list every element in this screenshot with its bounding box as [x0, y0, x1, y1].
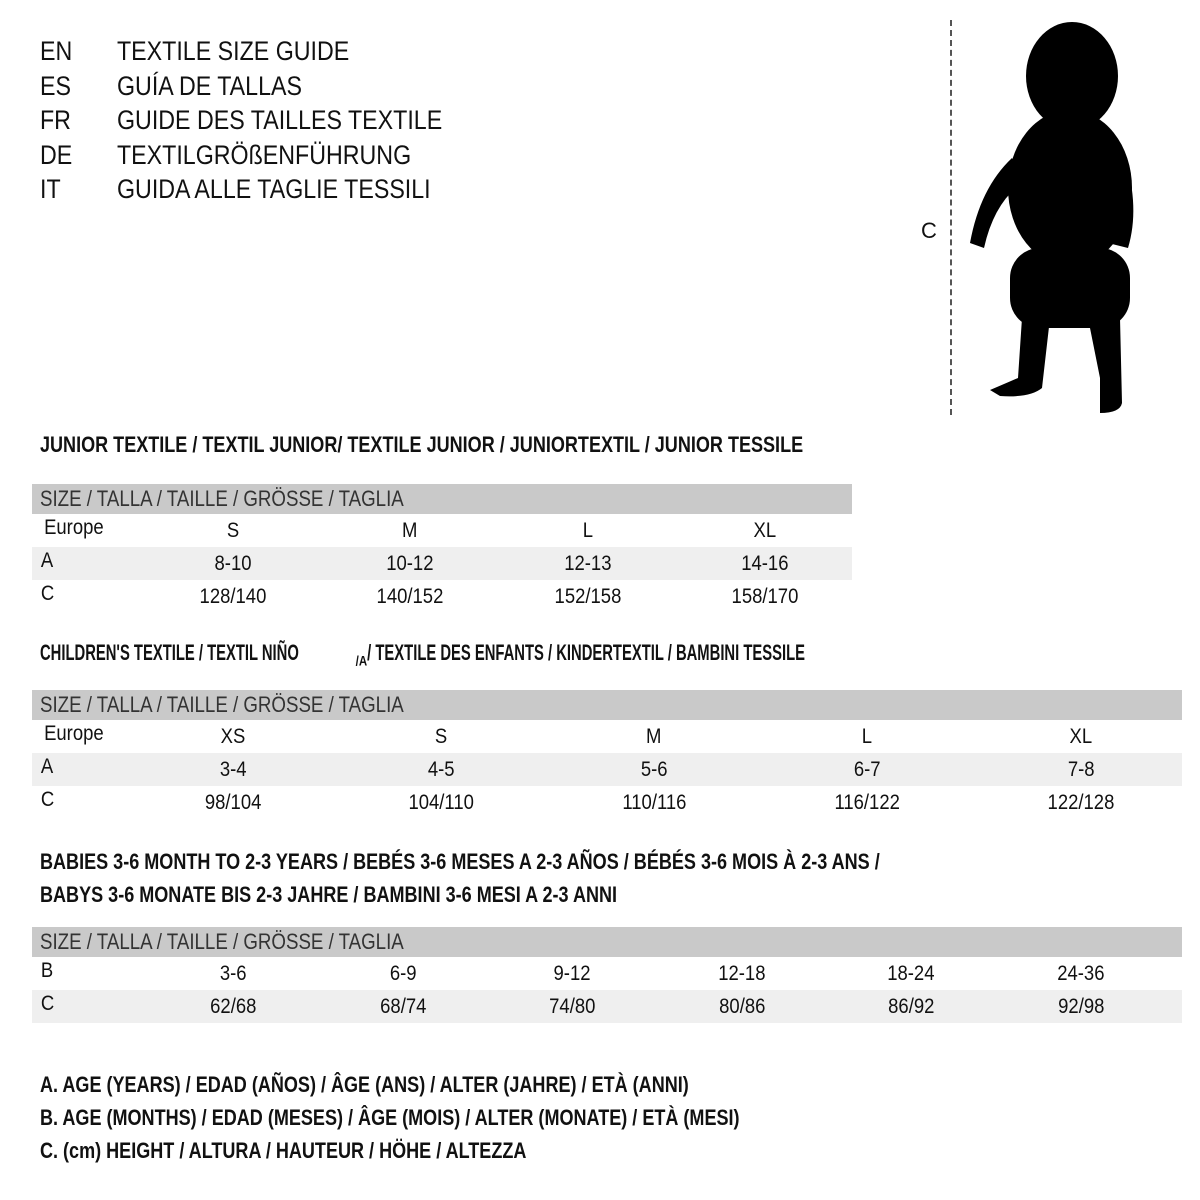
language-title: GUIDA ALLE TAGLIE TESSILI: [117, 174, 431, 204]
language-code: EN: [40, 36, 73, 66]
legend-item: B. AGE (MONTHS) / EDAD (MESES) / ÂGE (MO…: [40, 1105, 740, 1130]
table-cell: 110/116: [621, 791, 687, 814]
table-cell: M: [646, 725, 662, 748]
table-cell: 4-5: [427, 758, 455, 781]
table-cell: 92/98: [1057, 995, 1105, 1018]
language-code: DE: [40, 139, 73, 170]
table-row: Europe S M L XL: [32, 514, 852, 547]
table-cell: S: [434, 725, 448, 748]
table-cell: 7-8: [1067, 758, 1095, 781]
babies-size-table: SIZE / TALLA / TAILLE / GRÖSSE / TAGLIA B…: [32, 927, 1182, 1023]
junior-size-table: SIZE / TALLA / TAILLE / GRÖSSE / TAGLIA E…: [32, 484, 852, 613]
measure-dashed-line: [950, 20, 952, 415]
table-cell: 6-9: [389, 962, 417, 985]
table-cell: 128/140: [199, 585, 267, 608]
table-cell: 9-12: [553, 962, 591, 985]
language-code: IT: [40, 174, 61, 204]
row-label: C: [40, 992, 55, 1015]
table-cell: M: [402, 519, 418, 542]
table-cell: 122/128: [1047, 791, 1115, 814]
table-cell: XL: [753, 519, 777, 542]
table-cell: XL: [1069, 725, 1093, 748]
row-label: Europe: [44, 516, 104, 539]
table-cell: 140/152: [376, 585, 444, 608]
row-label: B: [40, 959, 54, 982]
table-cell: S: [226, 519, 240, 542]
table-cell: 116/122: [834, 791, 900, 814]
junior-title: JUNIOR TEXTILE / TEXTIL JUNIOR/ TEXTILE …: [40, 432, 804, 457]
table-cell: L: [861, 725, 873, 748]
table-cell: 6-7: [853, 758, 881, 781]
language-title: GUÍA DE TALLAS: [117, 70, 302, 101]
row-label: A: [40, 755, 54, 778]
child-silhouette-icon: [970, 22, 1134, 413]
table-header: SIZE / TALLA / TAILLE / GRÖSSE / TAGLIA: [32, 690, 1182, 720]
measure-label: C: [921, 218, 937, 243]
language-title: TEXTILE SIZE GUIDE: [117, 36, 350, 66]
table-row: A 8-10 10-12 12-13 14-16: [32, 547, 852, 580]
row-label: C: [40, 788, 55, 811]
language-title: TEXTILGRÖßENFÜHRUNG: [117, 139, 412, 170]
table-row: C 128/140 140/152 152/158 158/170: [32, 580, 852, 613]
table-cell: 5-6: [640, 758, 668, 781]
table-cell: 14-16: [741, 552, 789, 575]
table-cell: 12-13: [564, 552, 612, 575]
legend-item: A. AGE (YEARS) / EDAD (AÑOS) / ÂGE (ANS)…: [40, 1072, 689, 1097]
babies-title-line1: BABIES 3-6 MONTH TO 2-3 YEARS / BEBÉS 3-…: [40, 849, 880, 874]
children-title: CHILDREN'S TEXTILE / TEXTIL NIÑO/A / TEX…: [40, 640, 805, 669]
legend-item: C. (cm) HEIGHT / ALTURA / HAUTEUR / HÖHE…: [40, 1138, 527, 1163]
table-row: A 3-4 4-5 5-6 6-7 7-8: [32, 753, 1182, 786]
table-cell: 3-6: [219, 962, 247, 985]
table-row: Europe XS S M L XL: [32, 720, 1182, 753]
table-cell: 86/92: [887, 995, 935, 1018]
table-cell: L: [582, 519, 594, 542]
table-row: C 98/104 104/110 110/116 116/122 122/128: [32, 786, 1182, 819]
table-cell: 10-12: [386, 552, 434, 575]
table-header: SIZE / TALLA / TAILLE / GRÖSSE / TAGLIA: [32, 927, 1182, 957]
babies-title-line2: BABYS 3-6 MONATE BIS 2-3 JAHRE / BAMBINI…: [40, 882, 618, 907]
table-cell: 158/170: [731, 585, 799, 608]
table-cell: 8-10: [214, 552, 252, 575]
table-header: SIZE / TALLA / TAILLE / GRÖSSE / TAGLIA: [32, 484, 852, 514]
table-cell: 80/86: [718, 995, 766, 1018]
language-code: FR: [40, 105, 71, 135]
row-label: A: [40, 549, 54, 572]
table-cell: 74/80: [548, 995, 596, 1018]
language-title: GUIDE DES TAILLES TEXTILE: [117, 105, 443, 135]
table-cell: 98/104: [204, 791, 262, 814]
row-label: C: [40, 582, 55, 605]
table-row: B 3-6 6-9 9-12 12-18 18-24 24-36: [32, 957, 1182, 990]
table-cell: 18-24: [887, 962, 935, 985]
table-cell: 24-36: [1057, 962, 1105, 985]
row-label: Europe: [44, 722, 104, 745]
table-row: C 62/68 68/74 74/80 80/86 86/92 92/98: [32, 990, 1182, 1023]
table-cell: 62/68: [209, 995, 257, 1018]
table-cell: 3-4: [219, 758, 247, 781]
language-code: ES: [40, 70, 71, 101]
children-size-table: SIZE / TALLA / TAILLE / GRÖSSE / TAGLIA E…: [32, 690, 1182, 819]
table-cell: XS: [220, 725, 246, 748]
table-cell: 12-18: [718, 962, 766, 985]
table-cell: 104/110: [408, 791, 474, 814]
table-cell: 152/158: [554, 585, 622, 608]
table-cell: 68/74: [379, 995, 427, 1018]
